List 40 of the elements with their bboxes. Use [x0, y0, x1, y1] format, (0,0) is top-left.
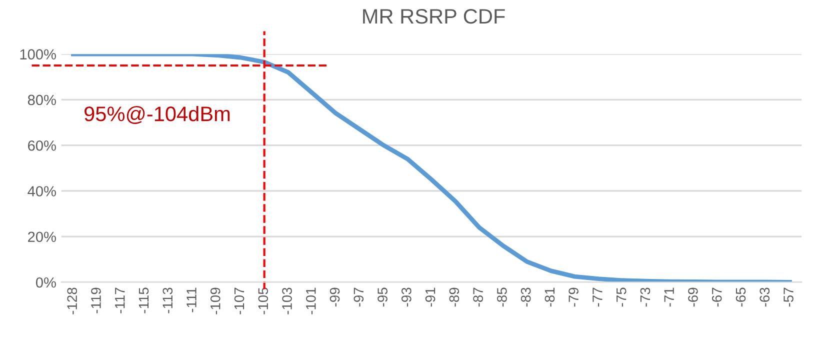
x-tick-label: -63: [760, 288, 770, 307]
x-tick-label: -87: [473, 288, 483, 307]
x-tick-label: -85: [497, 288, 507, 307]
x-tick-label: -89: [449, 288, 460, 307]
x-tick-label: -57: [784, 288, 794, 307]
x-tick-label: -99: [330, 288, 340, 307]
y-tick-label: 100%: [20, 49, 56, 60]
chart-title: MR RSRP CDF: [363, 9, 505, 24]
x-tick-label: -103: [282, 288, 292, 314]
line-series: [71, 54, 792, 282]
x-tick-label: -79: [568, 288, 579, 307]
x-tick-label: -107: [234, 288, 244, 314]
y-tick-label: 40%: [28, 186, 56, 196]
x-tick-label: -117: [115, 288, 125, 314]
x-tick-label: -65: [736, 288, 746, 307]
x-tick-label: -81: [544, 288, 555, 307]
x-tick-label: -105: [258, 288, 268, 314]
x-tick-label: -128: [67, 288, 78, 314]
x-tick-label: -101: [306, 288, 316, 314]
x-tick-label: -71: [664, 288, 674, 307]
x-tick-label: -67: [712, 288, 722, 307]
annotation: 95%@-104dBm: [84, 106, 230, 124]
x-tick-label: -115: [138, 288, 149, 314]
y-tick-label: 0%: [36, 277, 56, 288]
x-tick-label: -69: [688, 288, 698, 307]
x-tick-label: -77: [592, 288, 602, 307]
x-tick-label: -113: [162, 288, 173, 314]
x-tick-label: -97: [354, 288, 364, 307]
x-tick-label: -111: [186, 288, 196, 312]
x-tick-label: -73: [640, 288, 650, 307]
x-tick-label: -91: [425, 288, 436, 307]
x-tick-label: -95: [378, 288, 388, 307]
y-tick-label: 20%: [28, 232, 56, 242]
y-tick-label: 80%: [28, 94, 56, 106]
x-tick-label: -83: [520, 288, 531, 307]
x-tick-label: -75: [616, 288, 626, 307]
y-tick-label: 60%: [28, 140, 56, 151]
x-tick-label: -119: [91, 288, 101, 314]
x-tick-label: -109: [210, 288, 220, 314]
x-tick-label: -93: [402, 288, 412, 307]
